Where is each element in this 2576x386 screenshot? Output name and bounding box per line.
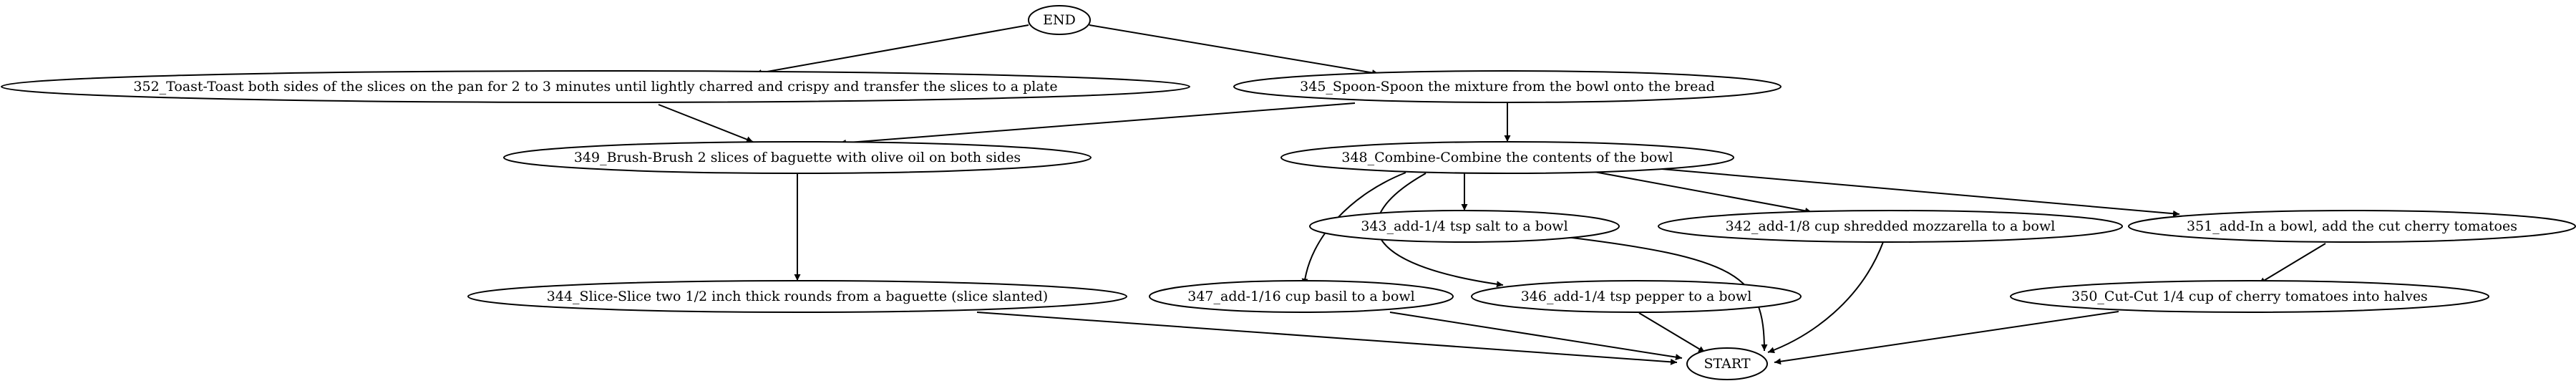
node-start-label: START [1703, 356, 1750, 372]
edge-end-to-345 [1089, 24, 1379, 76]
node-349-brush: 349_Brush-Brush 2 slices of baguette wit… [503, 141, 1092, 174]
node-349-label: 349_Brush-Brush 2 slices of baguette wit… [574, 150, 1021, 165]
node-start: START [1686, 347, 1768, 380]
node-342-label: 342_add-1/8 cup shredded mozzarella to a… [1726, 218, 2056, 234]
node-344-slice: 344_Slice-Slice two 1/2 inch thick round… [467, 280, 1127, 313]
edge-end-to-352 [754, 24, 1029, 76]
node-347-add-basil: 347_add-1/16 cup basil to a bowl [1149, 280, 1454, 313]
edge-346-to-start [1638, 312, 1706, 353]
node-351-label: 351_add-In a bowl, add the cut cherry to… [2187, 218, 2517, 234]
edge-348-to-351 [1636, 166, 2180, 217]
edge-352-to-349 [658, 104, 754, 143]
node-end: END [1028, 5, 1091, 35]
node-344-label: 344_Slice-Slice two 1/2 inch thick round… [547, 289, 1048, 304]
node-350-label: 350_Cut-Cut 1/4 cup of cherry tomatoes i… [2071, 289, 2428, 304]
edge-347-to-start [1389, 312, 1683, 361]
node-352-toast: 352_Toast-Toast both sides of the slices… [1, 70, 1190, 103]
node-352-label: 352_Toast-Toast both sides of the slices… [133, 79, 1057, 95]
node-348-label: 348_Combine-Combine the contents of the … [1341, 150, 1673, 165]
edge-344-to-start [976, 312, 1678, 365]
edge-351-to-350 [2258, 243, 2326, 284]
node-351-add-tomatoes: 351_add-In a bowl, add the cut cherry to… [2128, 210, 2576, 243]
node-343-add-salt: 343_add-1/4 tsp salt to a bowl [1309, 210, 1620, 243]
edge-345-to-349 [839, 102, 1356, 146]
edge-350-to-start [1774, 311, 2119, 365]
node-343-label: 343_add-1/4 tsp salt to a bowl [1361, 218, 1568, 234]
edge-343-to-start [1560, 236, 1768, 352]
edge-342-to-start [1767, 241, 1884, 354]
node-347-label: 347_add-1/16 cup basil to a bowl [1187, 289, 1414, 304]
node-346-add-pepper: 346_add-1/4 tsp pepper to a bowl [1471, 280, 1802, 313]
node-342-add-mozzarella: 342_add-1/8 cup shredded mozzarella to a… [1658, 210, 2123, 243]
nodes: END 352_Toast-Toast both sides of the sl… [1, 5, 2576, 380]
node-348-combine: 348_Combine-Combine the contents of the … [1280, 141, 1734, 174]
node-345-spoon: 345_Spoon-Spoon the mixture from the bow… [1233, 70, 1782, 103]
edges [658, 24, 2326, 365]
node-end-label: END [1043, 12, 1076, 28]
node-350-cut: 350_Cut-Cut 1/4 cup of cherry tomatoes i… [2010, 280, 2489, 313]
node-345-label: 345_Spoon-Spoon the mixture from the bow… [1300, 79, 1715, 95]
edge-348-to-342 [1586, 170, 1812, 214]
node-346-label: 346_add-1/4 tsp pepper to a bowl [1521, 289, 1752, 304]
